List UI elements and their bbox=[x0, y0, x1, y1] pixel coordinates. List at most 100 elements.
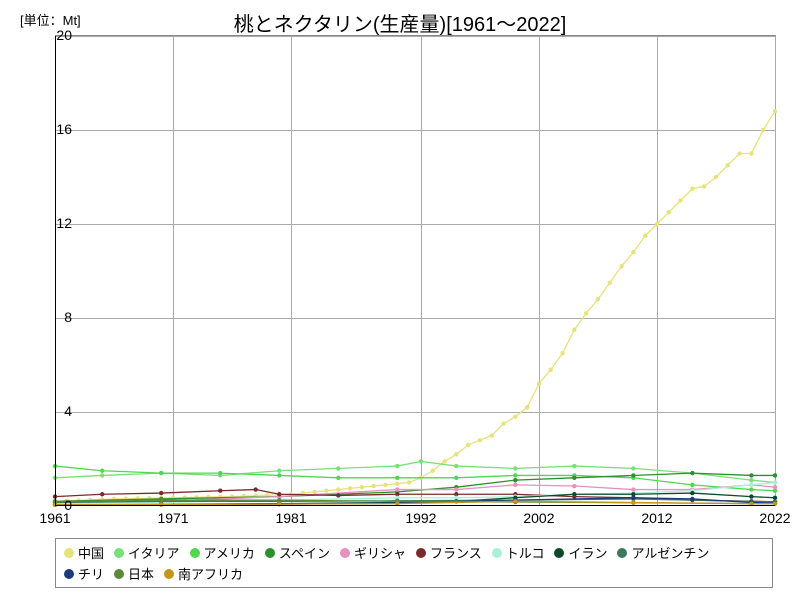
series-marker bbox=[513, 499, 517, 503]
x-tick-label: 1971 bbox=[157, 510, 188, 526]
series-marker bbox=[490, 433, 494, 437]
legend-label: イタリア bbox=[128, 543, 179, 562]
series-marker bbox=[631, 473, 635, 477]
legend-marker-icon bbox=[554, 548, 564, 558]
series-marker bbox=[773, 109, 777, 113]
series-marker bbox=[407, 480, 411, 484]
x-axis bbox=[55, 505, 775, 506]
series-marker bbox=[336, 476, 340, 480]
series-marker bbox=[277, 473, 281, 477]
series-marker bbox=[419, 459, 423, 463]
series-marker bbox=[572, 476, 576, 480]
series-marker bbox=[560, 351, 564, 355]
series-marker bbox=[513, 466, 517, 470]
series-marker bbox=[608, 281, 612, 285]
series-marker bbox=[395, 487, 399, 491]
series-marker bbox=[726, 163, 730, 167]
legend-marker-icon bbox=[340, 548, 350, 558]
series-marker bbox=[572, 328, 576, 332]
legend-item: アルゼンチン bbox=[617, 543, 709, 562]
x-tick-label: 1981 bbox=[275, 510, 306, 526]
chart-title: 桃とネクタリン(生産量)[1961～2022] bbox=[0, 8, 800, 37]
series-marker bbox=[466, 443, 470, 447]
series-marker bbox=[218, 489, 222, 493]
series-marker bbox=[773, 485, 777, 489]
legend-item: 中国 bbox=[64, 543, 104, 562]
legend-marker-icon bbox=[64, 548, 74, 558]
series-marker bbox=[513, 478, 517, 482]
y-tick-label: 4 bbox=[32, 403, 72, 419]
series-marker bbox=[690, 471, 694, 475]
legend-label: アメリカ bbox=[204, 543, 255, 562]
legend-marker-icon bbox=[265, 548, 275, 558]
y-tick-label: 12 bbox=[32, 215, 72, 231]
series-marker bbox=[631, 496, 635, 500]
series-marker bbox=[431, 469, 435, 473]
series-marker bbox=[253, 487, 257, 491]
legend-item: 日本 bbox=[114, 564, 154, 583]
series-marker bbox=[395, 481, 399, 485]
series-line bbox=[55, 111, 775, 501]
series-marker bbox=[277, 498, 281, 502]
series-marker bbox=[454, 487, 458, 491]
plot-area bbox=[55, 35, 776, 506]
series-marker bbox=[442, 459, 446, 463]
series-marker bbox=[749, 494, 753, 498]
legend-label: イラン bbox=[568, 543, 607, 562]
series-marker bbox=[572, 492, 576, 496]
series-marker bbox=[702, 184, 706, 188]
series-marker bbox=[277, 469, 281, 473]
series-marker bbox=[513, 415, 517, 419]
series-marker bbox=[761, 128, 765, 132]
series-marker bbox=[667, 210, 671, 214]
series-marker bbox=[690, 483, 694, 487]
series-marker bbox=[100, 473, 104, 477]
series-marker bbox=[100, 492, 104, 496]
series-marker bbox=[596, 297, 600, 301]
series-marker bbox=[454, 452, 458, 456]
chart-container: 桃とネクタリン(生産量)[1961～2022] [単位：Mt] 04812162… bbox=[0, 0, 800, 600]
legend-item: チリ bbox=[64, 564, 104, 583]
legend-label: ギリシャ bbox=[354, 543, 406, 562]
legend-marker-icon bbox=[164, 569, 174, 579]
series-marker bbox=[383, 483, 387, 487]
legend-label: 日本 bbox=[128, 564, 154, 583]
series-marker bbox=[371, 484, 375, 488]
y-tick-label: 20 bbox=[32, 27, 72, 43]
series-marker bbox=[513, 483, 517, 487]
series-marker bbox=[549, 368, 553, 372]
series-marker bbox=[395, 476, 399, 480]
legend-label: 中国 bbox=[78, 543, 104, 562]
series-marker bbox=[336, 487, 340, 491]
x-tick-label: 1961 bbox=[39, 510, 70, 526]
legend-item: フランス bbox=[416, 543, 482, 562]
chart-lines bbox=[55, 36, 775, 506]
series-marker bbox=[631, 500, 635, 504]
legend-label: スペイン bbox=[279, 543, 330, 562]
series-marker bbox=[159, 491, 163, 495]
legend-marker-icon bbox=[416, 548, 426, 558]
series-marker bbox=[159, 471, 163, 475]
legend-item: アメリカ bbox=[190, 543, 255, 562]
series-marker bbox=[336, 466, 340, 470]
legend-item: ギリシャ bbox=[340, 543, 406, 562]
legend-label: 南アフリカ bbox=[178, 564, 243, 583]
series-marker bbox=[537, 382, 541, 386]
series-marker bbox=[714, 175, 718, 179]
legend-item: スペイン bbox=[265, 543, 330, 562]
series-marker bbox=[749, 483, 753, 487]
series-marker bbox=[749, 473, 753, 477]
series-marker bbox=[478, 438, 482, 442]
series-marker bbox=[631, 250, 635, 254]
x-tick-label: 1992 bbox=[405, 510, 436, 526]
legend-item: 南アフリカ bbox=[164, 564, 243, 583]
series-marker bbox=[690, 491, 694, 495]
legend-label: チリ bbox=[78, 564, 104, 583]
series-marker bbox=[159, 498, 163, 502]
series-marker bbox=[773, 496, 777, 500]
series-marker bbox=[100, 469, 104, 473]
legend-label: アルゼンチン bbox=[631, 543, 709, 562]
legend-item: イタリア bbox=[114, 543, 179, 562]
series-marker bbox=[737, 151, 741, 155]
series-marker bbox=[619, 264, 623, 268]
